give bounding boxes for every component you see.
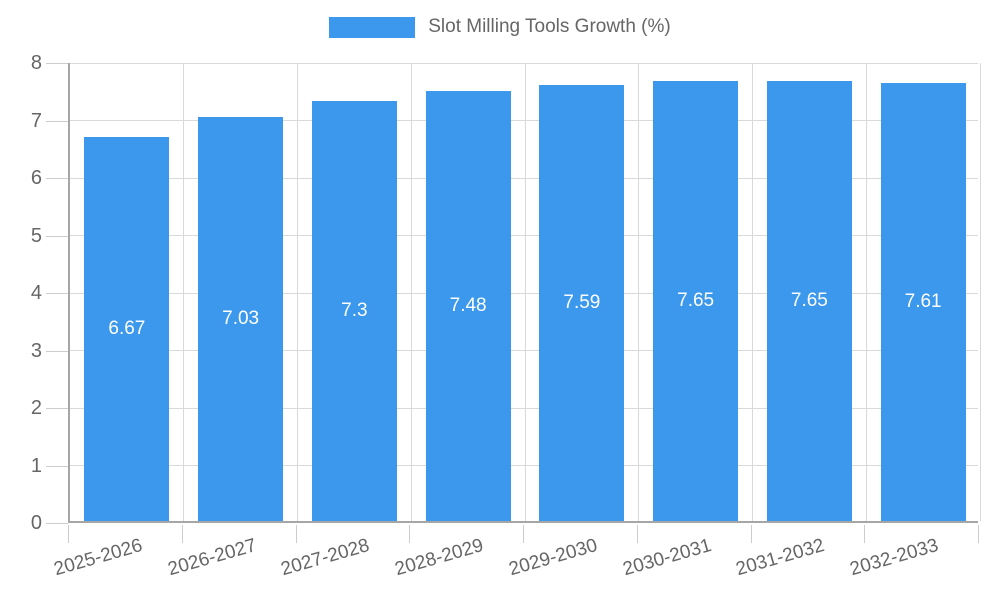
y-gridline [70,235,978,236]
y-tick [46,293,68,294]
x-gridline [865,63,867,521]
bar-value-label: 7.3 [341,300,368,322]
bar-value-label: 7.61 [904,291,942,313]
bar-value-label: 7.65 [790,290,828,312]
y-gridline [70,177,978,179]
y-tick [46,235,68,237]
y-tick-label: 1 [30,454,42,477]
y-gridline [70,407,978,409]
x-tick [68,525,69,543]
bar-value-label: 7.48 [449,294,487,316]
bar[interactable]: 7.03 [198,116,284,521]
y-tick [46,63,68,64]
y-tick [46,350,68,352]
bar-value-label: 6.67 [108,318,146,340]
bar[interactable]: 7.65 [766,81,852,521]
legend-swatch[interactable] [329,16,416,38]
x-tick [864,525,866,543]
bar[interactable]: 7.61 [880,83,966,521]
bar[interactable]: 7.65 [653,81,739,521]
y-tick [46,465,68,467]
y-tick-label: 0 [30,512,42,534]
bar[interactable]: 7.59 [539,84,625,521]
bar[interactable]: 7.3 [311,101,397,521]
y-gridline [70,62,978,64]
bar[interactable]: 7.48 [425,90,511,521]
x-tick [636,525,638,543]
x-gridline [297,63,298,521]
bar-value-label: 7.59 [563,291,601,313]
y-tick-label: 5 [30,224,42,247]
y-tick [46,120,68,122]
x-tick [181,525,183,543]
y-tick-label: 3 [30,339,42,362]
y-tick [46,523,68,524]
bar-value-label: 7.65 [677,290,715,312]
y-tick-label: 7 [30,109,42,132]
y-gridline [70,120,978,121]
legend-label: Slot Milling Tools Growth (%) [428,16,671,37]
x-gridline [638,63,640,521]
plot-area: 6.67 7.03 7.3 7.48 7.59 7.65 7.65 7.61 [68,62,981,523]
chart-legend[interactable]: Slot Milling Tools Growth (%) [0,16,1000,38]
x-tick [978,525,979,543]
x-tick [523,525,524,543]
y-gridline [70,350,978,351]
y-gridline [70,465,978,466]
bar-value-label: 7.03 [222,307,260,329]
bar[interactable]: 6.67 [84,137,170,521]
x-tick [750,525,752,543]
y-tick-label: 4 [30,282,42,304]
y-tick [46,178,68,179]
x-gridline [410,63,412,521]
x-tick [295,525,297,543]
x-gridline [524,63,526,521]
x-gridline [752,63,753,521]
y-tick-label: 2 [30,397,42,419]
x-gridline [183,63,185,521]
x-gridline [979,63,981,521]
x-tick [409,525,411,543]
y-tick-label: 6 [30,167,42,189]
y-tick [46,408,68,409]
y-tick-label: 8 [30,52,42,74]
y-gridline [70,292,978,294]
